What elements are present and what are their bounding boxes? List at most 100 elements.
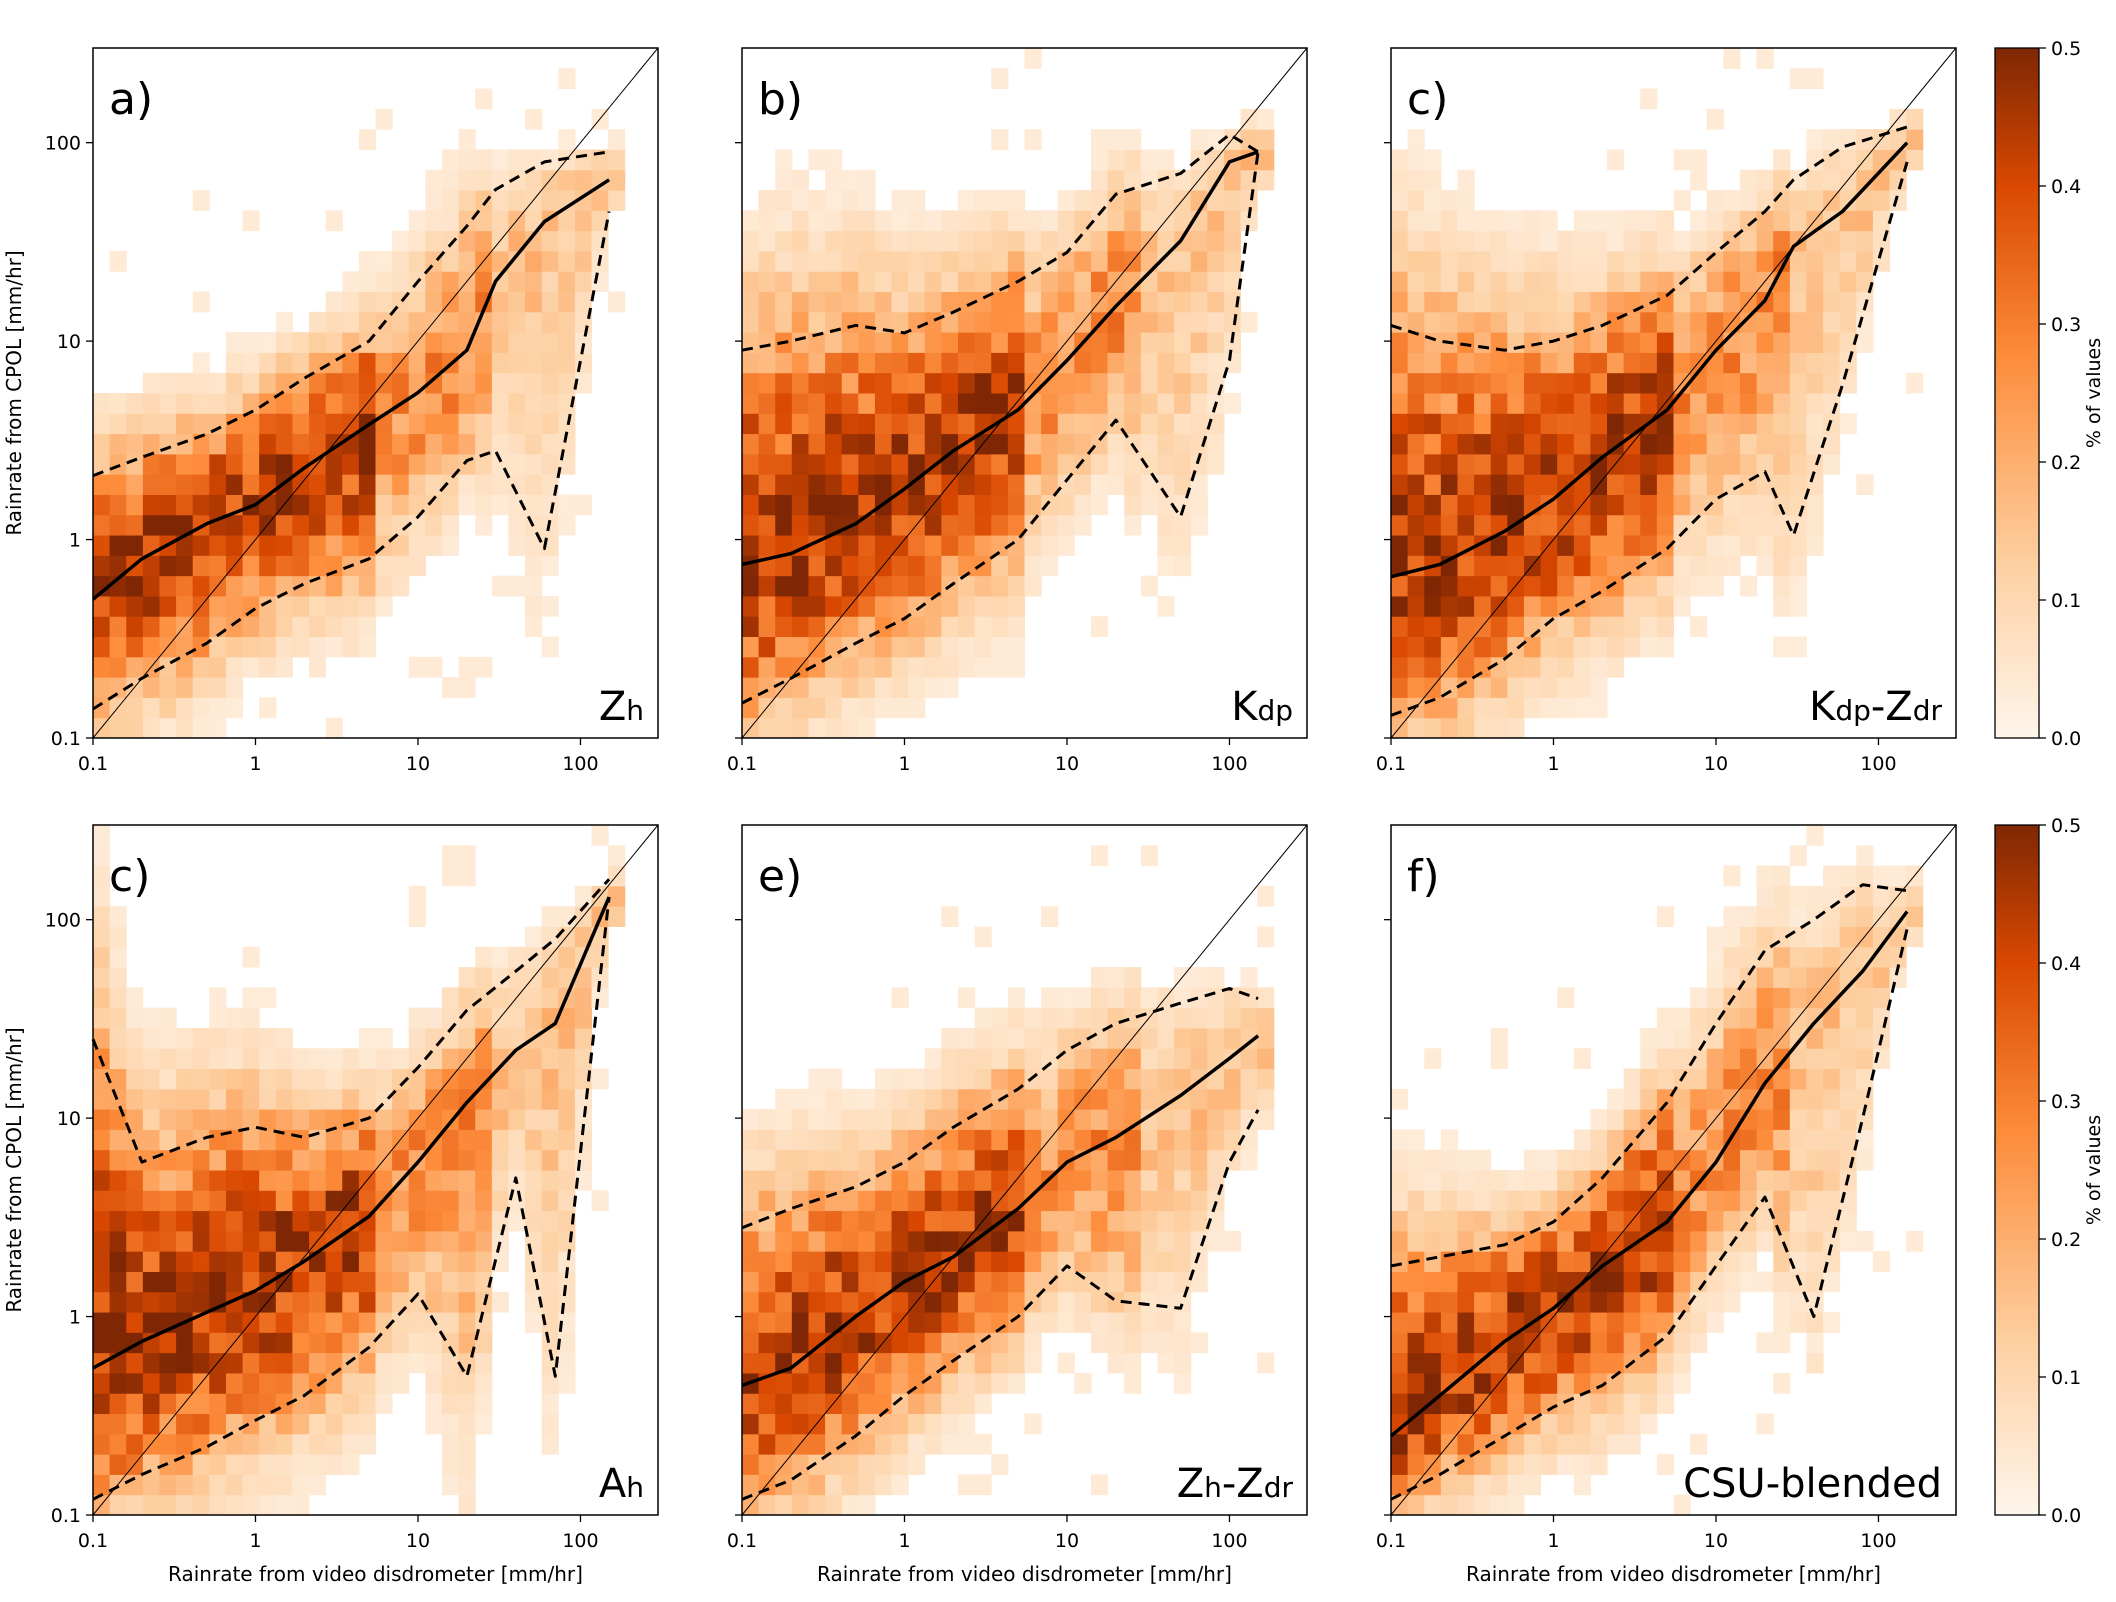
heatmap-cell [1607,1190,1625,1212]
heatmap-cell [1623,1372,1641,1394]
heatmap-cell [1590,413,1608,435]
heatmap-cell [441,332,460,353]
heatmap-cell [1573,1129,1591,1151]
heatmap-cell [1756,946,1774,968]
heatmap-cell [1523,1149,1542,1171]
heatmap-cell [126,393,144,414]
heatmap-cell [242,413,260,435]
heatmap-cell [458,453,476,475]
heatmap-cell [1457,1332,1475,1354]
heatmap-cell [1074,494,1092,516]
heatmap-cell [1490,271,1508,293]
heatmap-cell [742,230,760,252]
heatmap-cell [242,210,260,232]
heatmap-cell [242,1332,260,1354]
heatmap-cell [941,595,959,617]
heatmap-cell [841,291,859,313]
heatmap-cell [1024,433,1042,455]
heatmap-cell [1540,1352,1558,1374]
heatmap-cell [775,636,793,658]
heatmap-cell [1490,555,1508,577]
heatmap-cell [974,575,992,597]
heatmap-cell [1723,1170,1741,1191]
heatmap-cell [408,1332,426,1354]
heatmap-cell [508,535,526,556]
heatmap-cell [1007,1312,1025,1333]
heatmap-cell [1773,190,1791,211]
heatmap-cell [1640,210,1658,232]
heatmap-cell [93,825,111,846]
heatmap-cell [109,946,127,968]
heatmap-cell [242,616,260,638]
heatmap-cell [142,494,160,516]
heatmap-cell [425,1149,443,1171]
heatmap-cell [1856,332,1874,353]
heatmap-cell [225,1433,244,1455]
heatmap-cell [991,393,1009,414]
heatmap-cell [242,1210,260,1232]
heatmap-cell [1440,514,1458,536]
heatmap-cell [1789,1170,1807,1191]
heatmap-cell [558,372,576,394]
heatmap-cell [941,555,959,577]
heatmap-cell [392,1048,410,1070]
heatmap-cell [841,1474,859,1496]
heatmap-cell [1207,987,1225,1009]
heatmap-cell [758,1494,776,1516]
heatmap-cell [342,1230,360,1252]
heatmap-cell [1789,68,1807,90]
heatmap-cell [1706,474,1724,495]
heatmap-cell [109,1190,127,1212]
heatmap-cell [908,636,926,658]
heatmap-cell [1007,494,1025,516]
heatmap-cell [874,1312,893,1333]
heatmap-cell [858,352,876,374]
heatmap-cell [242,1109,260,1130]
heatmap-cell [1773,535,1791,556]
heatmap-cell [1507,1190,1525,1212]
heatmap-cell [109,1251,127,1272]
heatmap-cell [109,474,127,495]
heatmap-cell [1673,1190,1691,1212]
heatmap-cell [841,656,859,678]
heatmap-cell [1839,1129,1857,1151]
heatmap-cell [558,311,576,333]
heatmap-cell [375,1170,393,1191]
heatmap-cell [908,453,926,475]
heatmap-cell [558,352,576,374]
heatmap-cell [93,967,111,988]
heatmap-cell [974,1007,992,1029]
heatmap-cell [941,271,959,293]
heatmap-cell [1806,332,1824,353]
heatmap-cell [841,250,859,272]
heatmap-cell [259,656,277,678]
heatmap-cell [408,885,426,907]
heatmap-cell [1490,210,1508,232]
heatmap-cell [758,1291,776,1313]
heatmap-cell [1107,190,1125,211]
heatmap-cell [475,1332,493,1354]
heatmap-cell [1440,230,1458,252]
heatmap-cell [791,514,809,536]
heatmap-cell [1640,271,1658,293]
heatmap-cell [375,1352,393,1374]
heatmap-cell [1773,514,1791,536]
heatmap-cell [491,291,509,313]
heatmap-cell [1391,1312,1409,1333]
heatmap-cell [758,332,776,353]
heatmap-cell [176,433,194,455]
heatmap-cell [742,1474,760,1496]
heatmap-cell [309,494,327,516]
heatmap-cell [1223,1129,1242,1151]
heatmap-cell [924,595,942,617]
heatmap-cell [1140,1291,1158,1313]
heatmap-cell [558,1109,576,1130]
heatmap-cell [1773,967,1791,988]
heatmap-cell [1739,1170,1758,1191]
heatmap-cell [991,250,1009,272]
heatmap-cell [408,514,426,536]
heatmap-cell [458,967,476,988]
heatmap-cell [441,1048,460,1070]
heatmap-cell [924,677,942,698]
heatmap-cell [259,697,277,719]
